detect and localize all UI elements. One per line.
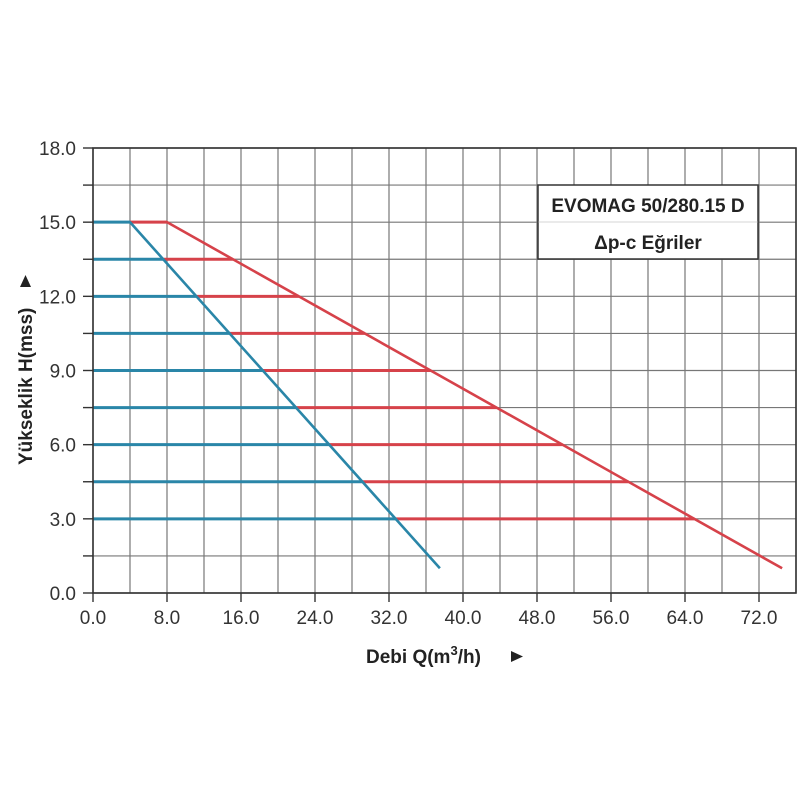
y-tick-label: 15.0 xyxy=(39,213,76,234)
x-axis-ticks: 0.0 8.0 16.0 24.0 32.0 40.0 48.0 56.0 64.0 72.0 xyxy=(80,593,778,629)
y-tick-label: 9.0 xyxy=(50,362,76,383)
x-axis-label-end: /h) xyxy=(458,647,481,668)
y-tick-label: 18.0 xyxy=(39,139,76,160)
curves xyxy=(93,220,783,570)
x-tick-label: 64.0 xyxy=(667,608,704,629)
y-tick-label: 3.0 xyxy=(50,510,76,531)
y-axis-label: Yükseklik H(mss) xyxy=(16,275,37,465)
x-tick-label: 24.0 xyxy=(297,608,334,629)
x-tick-label: 48.0 xyxy=(519,608,556,629)
x-tick-label: 0.0 xyxy=(80,608,106,629)
x-axis-label: Debi Q(m3/h) xyxy=(366,643,523,668)
legend-box: EVOMAG 50/280.15 D Δp-c Eğriler xyxy=(537,184,759,260)
y-tick-label: 6.0 xyxy=(50,436,76,457)
x-axis-label-base: Debi Q(m xyxy=(366,647,450,668)
x-tick-label: 8.0 xyxy=(154,608,180,629)
y-axis-label-text: Yükseklik H(mss) xyxy=(16,308,37,465)
x-tick-label: 72.0 xyxy=(741,608,778,629)
curve-line xyxy=(130,220,783,570)
chart-subtitle: Δp-c Eğriler xyxy=(594,233,702,254)
x-tick-label: 32.0 xyxy=(371,608,408,629)
y-tick-label: 0.0 xyxy=(50,584,76,605)
chart-title: EVOMAG 50/280.15 D xyxy=(551,196,744,217)
y-axis-ticks: 0.0 3.0 6.0 9.0 12.0 15.0 18.0 xyxy=(39,139,93,605)
x-tick-label: 40.0 xyxy=(445,608,482,629)
arrow-up-icon xyxy=(20,275,31,287)
y-tick-label: 12.0 xyxy=(39,287,76,308)
curve-line xyxy=(93,220,441,570)
x-tick-label: 16.0 xyxy=(223,608,260,629)
x-axis-label-sup: 3 xyxy=(450,643,457,658)
arrow-right-icon xyxy=(511,651,523,662)
svg-text:Debi Q(m3/h): Debi Q(m3/h) xyxy=(366,643,481,668)
x-tick-label: 56.0 xyxy=(593,608,630,629)
